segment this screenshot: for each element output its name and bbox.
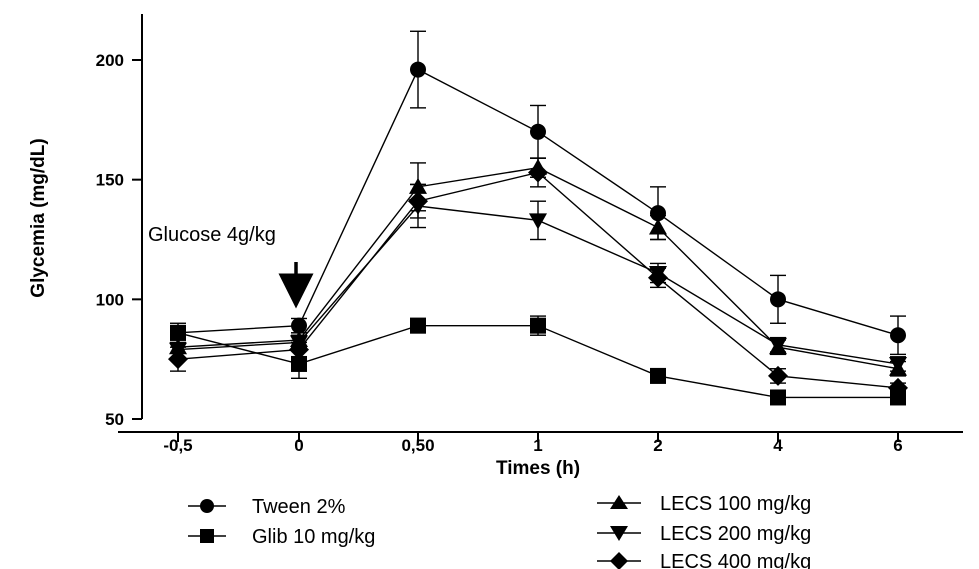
series-3 (169, 183, 907, 373)
legend-item-lecs200: LECS 200 mg/kg (597, 523, 811, 545)
legend-label-lecs200: LECS 200 mg/kg (660, 523, 811, 545)
series-line (177, 324, 898, 399)
series-line (177, 166, 899, 370)
diamond-data-point (648, 267, 668, 288)
legend: Tween 2% Glib 10 mg/kg LECS 100 mg/kg LE… (188, 493, 811, 569)
x-tick-label: 2 (653, 436, 662, 455)
x-tick-label: -0,5 (163, 436, 192, 455)
diamond-data-point (528, 162, 548, 183)
legend-item-glib: Glib 10 mg/kg (188, 526, 375, 548)
x-tick-label: 6 (893, 436, 902, 455)
square-data-point (650, 367, 666, 384)
y-axis-title: Glycemia (mg/dL) (28, 138, 49, 297)
square-data-point (410, 317, 426, 334)
diamond-marker-icon (610, 552, 628, 569)
triangle-up-data-point (649, 218, 667, 235)
square-data-point (170, 324, 186, 341)
legend-item-lecs100: LECS 100 mg/kg (597, 493, 811, 515)
x-tick-label: 1 (533, 436, 542, 455)
square-data-point (291, 355, 307, 372)
triangle-up-marker-icon (610, 495, 628, 509)
y-ticks: 50 100 150 200 (96, 51, 142, 429)
annotation-text: Glucose 4g/kg (148, 224, 276, 246)
triangle-down-data-point (889, 356, 907, 373)
legend-label-lecs400: LECS 400 mg/kg (660, 551, 811, 569)
circle-data-point (650, 205, 666, 222)
series-0 (170, 30, 906, 356)
legend-label-glib: Glib 10 mg/kg (252, 526, 375, 548)
legend-label-lecs100: LECS 100 mg/kg (660, 493, 811, 515)
square-data-point (530, 317, 546, 334)
circle-data-point (410, 61, 426, 78)
circle-data-point (530, 123, 546, 140)
series-4 (168, 157, 908, 398)
axes (118, 14, 963, 433)
legend-label-tween: Tween 2% (252, 496, 346, 518)
glucose-annotation: Glucose 4g/kg (148, 224, 314, 309)
circle-data-point (291, 317, 307, 334)
diamond-data-point (888, 377, 908, 398)
triangle-down-data-point (529, 213, 547, 230)
square-marker-icon (200, 529, 214, 543)
y-tick-label: 200 (96, 51, 124, 70)
legend-item-lecs400: LECS 400 mg/kg (597, 551, 811, 569)
y-tick-label: 150 (96, 171, 124, 190)
diamond-data-point (768, 365, 788, 386)
circle-data-point (890, 327, 906, 344)
triangle-down-marker-icon (610, 526, 628, 541)
triangle-down-data-point (769, 337, 787, 354)
plot-area (168, 30, 908, 406)
x-axis-title: Times (h) (496, 458, 580, 479)
y-tick-label: 100 (96, 290, 124, 309)
circle-marker-icon (200, 499, 214, 513)
x-tick-label: 4 (773, 436, 783, 455)
x-ticks: -0,5 0 0,50 1 2 4 6 (163, 432, 903, 455)
diamond-data-point (289, 339, 309, 360)
circle-data-point (770, 291, 786, 308)
legend-item-tween: Tween 2% (188, 496, 346, 518)
x-tick-label: 0 (294, 436, 303, 455)
diamond-data-point (168, 349, 188, 370)
y-tick-label: 50 (105, 410, 124, 429)
square-data-point (770, 389, 786, 406)
diamond-data-point (408, 191, 428, 212)
series-1 (170, 315, 906, 406)
x-tick-label: 0,50 (401, 436, 434, 455)
